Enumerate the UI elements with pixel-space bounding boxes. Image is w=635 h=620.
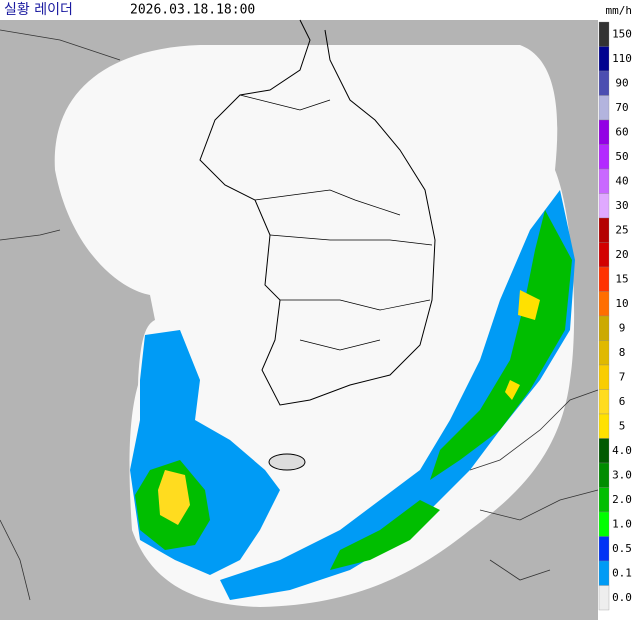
map (0, 19, 599, 620)
unit: mm/h (606, 4, 633, 17)
legend-label: 3.0 (612, 468, 632, 481)
legend-label: 1.0 (612, 517, 632, 530)
borders (239, 94, 433, 351)
legend-swatch (598, 487, 610, 513)
precip-east-moderate (430, 210, 572, 480)
legend-swatch (598, 462, 610, 488)
legend-label: 5 (619, 419, 626, 432)
legend-label: 9 (619, 321, 626, 334)
precip-west-heavy (158, 470, 190, 525)
legend-swatch (598, 242, 610, 268)
legend-swatch (598, 315, 610, 341)
legend-label: 70 (615, 101, 628, 114)
legend-swatch (598, 266, 610, 292)
legend-swatch (598, 168, 610, 194)
legend-label: 30 (615, 199, 628, 212)
legend-swatch (598, 511, 610, 537)
precip-east-heavy (505, 290, 540, 400)
legend-label: 8 (619, 346, 626, 359)
legend-swatch (598, 364, 610, 390)
legend-swatch (598, 144, 610, 170)
legend-swatch (598, 340, 610, 366)
japan-coast (469, 389, 599, 581)
legend-swatch (598, 95, 610, 121)
legend-label: 15 (615, 272, 628, 285)
legend-swatch (598, 389, 610, 415)
legend-label: 150 (612, 27, 632, 40)
legend-swatch (598, 585, 610, 611)
legend-swatch (598, 46, 610, 72)
legend-swatch (598, 291, 610, 317)
legend-label: 0.0 (612, 591, 632, 604)
legend-label: 0.1 (612, 566, 632, 579)
legend-swatch (598, 70, 610, 96)
precip-south-moderate (330, 500, 440, 570)
legend-swatch (598, 413, 610, 439)
legend-label: 40 (615, 174, 628, 187)
legend-swatch (598, 217, 610, 243)
legend-label: 20 (615, 248, 628, 261)
legend: 150 110 90 70 60 50 40 30 25 20 15 10 9 8 7 6 5 4.0 3.0 2.0… (598, 21, 632, 611)
legend-label: 7 (619, 370, 626, 383)
legend-swatch (598, 438, 610, 464)
mainland-coast (0, 29, 121, 601)
timestamp: 2026.03.18.18:00 (130, 3, 255, 18)
legend-swatch (598, 119, 610, 145)
legend-label: 0.5 (612, 542, 632, 555)
legend-swatch (598, 560, 610, 586)
coastline (199, 19, 436, 406)
legend-swatch (598, 21, 610, 47)
legend-label: 10 (615, 297, 628, 310)
legend-label: 60 (615, 125, 628, 138)
jeju-island (268, 453, 306, 471)
legend-swatch (598, 536, 610, 562)
title: 실황 레이더 (4, 2, 73, 18)
legend-label: 90 (615, 76, 628, 89)
legend-label: 50 (615, 150, 628, 163)
legend-label: 2.0 (612, 493, 632, 506)
legend-label: 25 (615, 223, 628, 236)
legend-label: 110 (612, 52, 632, 65)
legend-label: 4.0 (612, 444, 632, 457)
legend-swatch (598, 193, 610, 219)
legend-label: 6 (619, 395, 626, 408)
